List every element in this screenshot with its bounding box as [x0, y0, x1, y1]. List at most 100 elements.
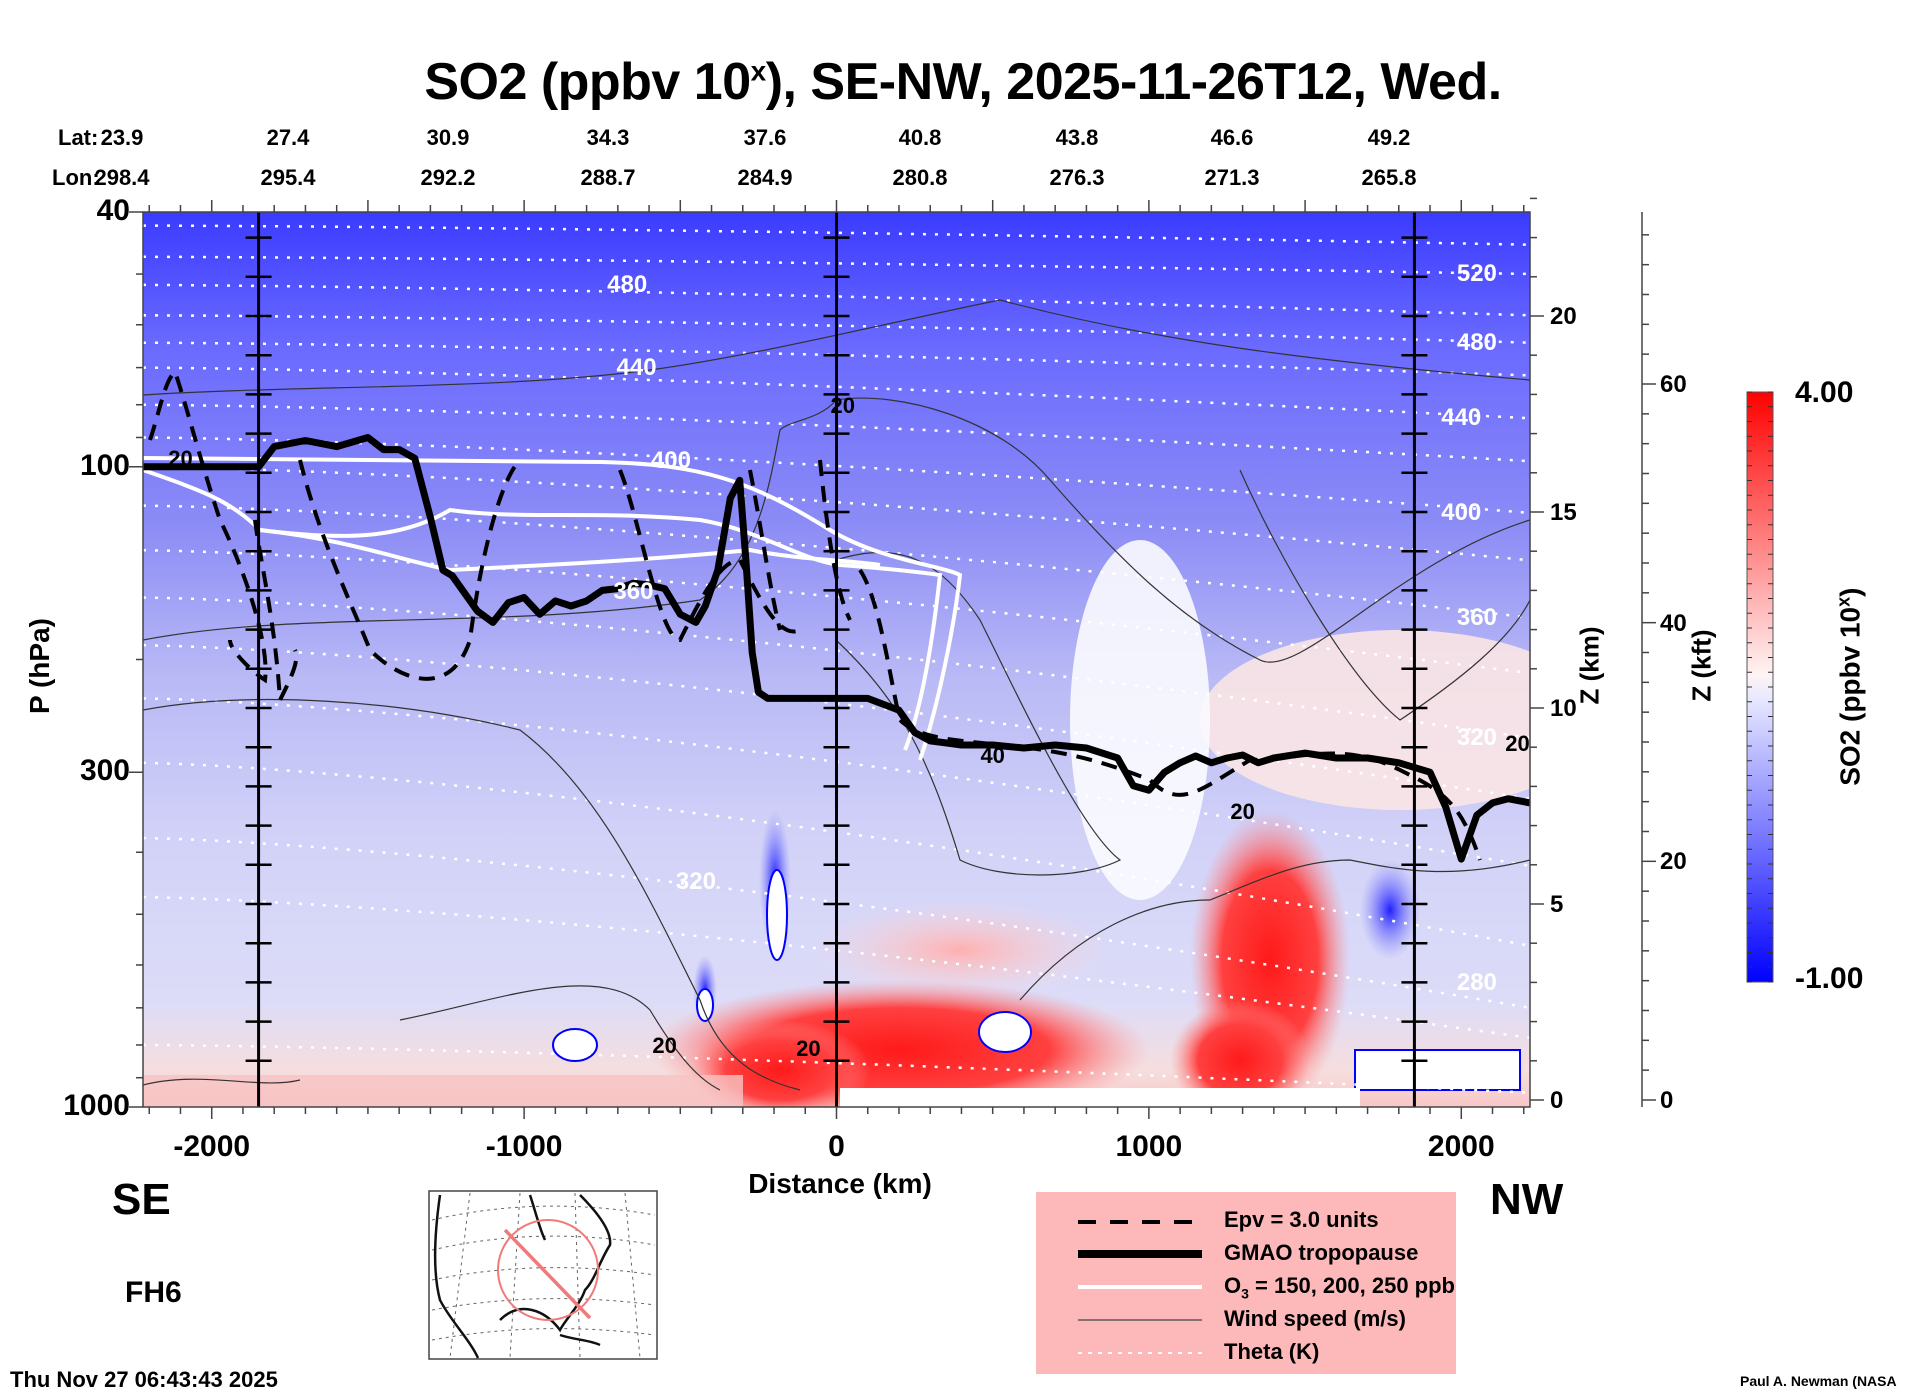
wind-speed-label: 20 — [1505, 730, 1530, 756]
vertical-markers — [245, 212, 1428, 1107]
z-kft-ticks — [1642, 234, 1656, 1101]
theta-label: 320 — [675, 867, 716, 895]
lat-value: 40.8 — [898, 125, 942, 150]
legend-swatch-thin — [1078, 1319, 1202, 1321]
lat-value: 34.3 — [586, 125, 630, 150]
theta-label: 360 — [613, 578, 654, 606]
epv-contour — [618, 469, 801, 643]
wind-speed-contours — [143, 299, 1530, 1091]
legend-swatch-dotted — [1078, 1352, 1202, 1354]
colorbar-title-main: SO2 (ppbv 10 — [1834, 606, 1866, 786]
wind-contour — [1239, 469, 1530, 721]
o3-contours — [143, 456, 963, 761]
theta-label: 280 — [1456, 968, 1497, 996]
so2-pinkish-region — [1200, 630, 1530, 810]
y-tick-label: 300 — [79, 754, 130, 788]
theta-label: 400 — [1441, 498, 1482, 526]
legend-swatch-dashed — [1078, 1220, 1202, 1224]
lat-value: 23.9 — [100, 125, 144, 150]
wind-speed-label: 20 — [830, 392, 855, 418]
lat-label: Lat: — [58, 125, 99, 150]
so2-pink-plume — [810, 900, 1110, 1000]
forecast-hour-label: FH6 — [125, 1276, 182, 1309]
so2-surface-band — [143, 1075, 743, 1107]
z-kft-tick-label: 60 — [1660, 371, 1687, 398]
coastline — [433, 1194, 612, 1359]
lon-value: 298.4 — [94, 165, 150, 190]
z-km-tick-label: 15 — [1550, 499, 1577, 526]
x-tick-label: 2000 — [1427, 1130, 1495, 1163]
legend-item-theta: Theta (K) — [1036, 1337, 1456, 1369]
lat-value: 43.8 — [1055, 125, 1099, 150]
lon-value: 276.3 — [1049, 165, 1105, 190]
z-kft-tick-label: 0 — [1660, 1087, 1674, 1114]
y-tick-label: 1000 — [63, 1089, 130, 1122]
lon-value: 295.4 — [260, 165, 316, 190]
wind-speed-label: 20 — [652, 1032, 677, 1058]
theta-label: 480 — [607, 270, 648, 298]
wind-speed-label: 20 — [796, 1036, 821, 1062]
legend-label-o: O — [1224, 1273, 1242, 1298]
lon-value: 271.3 — [1204, 165, 1260, 190]
theta-label: 400 — [650, 447, 691, 475]
o3-contour-150 — [143, 456, 963, 761]
axis-ticks — [129, 197, 1544, 1119]
theta-label: 480 — [1456, 328, 1497, 356]
legend-label-rest: = 150, 200, 250 ppb — [1248, 1273, 1455, 1298]
so2-surface-gap — [840, 1088, 1360, 1107]
x-tick-label: -2000 — [173, 1130, 251, 1163]
cross-section-track — [503, 1228, 592, 1320]
so2-white-hole — [696, 988, 714, 1022]
wind-contour — [1019, 859, 1530, 1001]
timestamp-label: Thu Nov 27 06:43:43 2025 — [10, 1367, 278, 1392]
legend-item-epv: Epv = 3.0 units — [1036, 1205, 1456, 1237]
wind-speed-label: 20 — [1230, 799, 1255, 825]
so2-white-region — [1070, 540, 1210, 900]
z-km-tick-label: 20 — [1550, 303, 1577, 330]
colorbar-ticks — [1747, 391, 1773, 983]
legend-item-wind: Wind speed (m/s) — [1036, 1304, 1456, 1336]
wind-contour — [143, 698, 801, 1091]
z-kft-tick-label: 40 — [1660, 609, 1687, 637]
theta-label: 440 — [1441, 404, 1482, 432]
z-kft-tick-label: 20 — [1660, 848, 1687, 876]
wind-speed-label: 20 — [168, 446, 193, 472]
title-rest: ), SE-NW, 2025-11-26T12, Wed. — [765, 53, 1502, 111]
lat-value: 30.9 — [426, 125, 470, 150]
x-axis-title: Distance (km) — [748, 1168, 932, 1199]
x-tick-label: 1000 — [1115, 1130, 1183, 1163]
y-tick-label: 100 — [79, 448, 130, 482]
colorbar-title: SO2 (ppbv 10x) — [1833, 537, 1866, 837]
legend-label: O3 = 150, 200, 250 ppb — [1224, 1273, 1455, 1301]
legend-label-sub: 3 — [1241, 1285, 1249, 1302]
legend-swatch-white — [1078, 1285, 1202, 1289]
z-km-tick-label: 0 — [1550, 1087, 1564, 1114]
title-main: SO2 (ppbv 10 — [424, 53, 751, 111]
legend: Epv = 3.0 units GMAO tropopause O3 = 150… — [1036, 1192, 1456, 1374]
so2-white-hole — [978, 1011, 1032, 1053]
direction-label-se: SE — [112, 1175, 171, 1224]
z-km-tick-label: 5 — [1550, 891, 1564, 918]
chart-title: SO2 (ppbv 10x), SE-NW, 2025-11-26T12, We… — [0, 52, 1926, 112]
so2-white-hole — [552, 1028, 598, 1062]
direction-label-nw: NW — [1490, 1175, 1564, 1224]
legend-item-o3: O3 = 150, 200, 250 ppb — [1036, 1271, 1456, 1303]
colorbar-title-sup: x — [1833, 596, 1854, 607]
legend-label: Theta (K) — [1224, 1339, 1320, 1364]
so2-field — [143, 212, 1530, 1107]
epv-contour — [858, 568, 1482, 861]
epv-contour — [298, 458, 522, 681]
legend-label: Epv = 3.0 units — [1224, 1207, 1379, 1232]
z-km-tick-label: 10 — [1550, 695, 1577, 722]
theta-label: 440 — [616, 353, 657, 381]
z-km-axis-title: Z (km) — [1574, 626, 1605, 705]
lon-value: 284.9 — [737, 165, 793, 190]
inset-map-frame — [428, 1190, 658, 1360]
so2-white-hole — [1354, 1049, 1521, 1091]
x-tick-label: 0 — [828, 1130, 845, 1163]
cross-section-radius — [497, 1219, 599, 1321]
lon-value: 265.8 — [1361, 165, 1417, 190]
title-superscript: x — [750, 55, 767, 87]
so2-red-plume-right-base — [1170, 1000, 1310, 1107]
